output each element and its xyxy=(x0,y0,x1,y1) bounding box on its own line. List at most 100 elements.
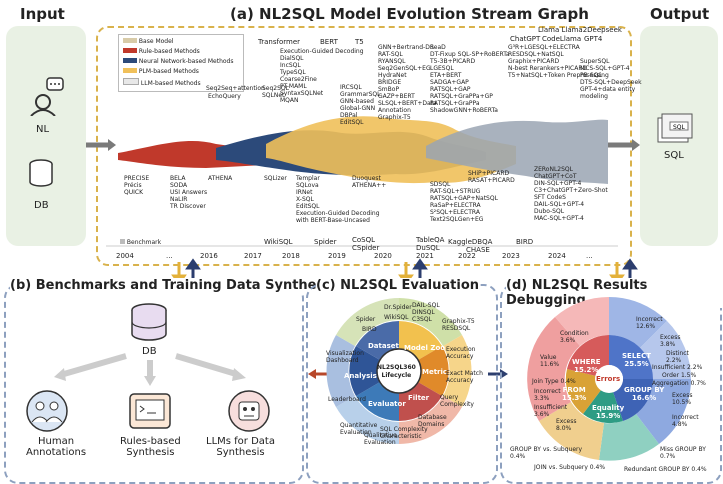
outer-incorrect-from: Incorrect 3.3% xyxy=(534,388,561,402)
human-annotation-icon xyxy=(26,390,68,436)
errors-center-label: Errors xyxy=(596,375,621,383)
outer-miss-groupby: Miss GROUP BY 0.7% xyxy=(660,446,706,460)
year-label: 2023 xyxy=(502,252,520,260)
year-label: 2004 xyxy=(116,252,134,260)
outer-incorrect-groupby: Incorrect 4.8% xyxy=(672,414,699,428)
methods-2016b: ATHENA xyxy=(208,175,233,182)
base-model-t5: T5 xyxy=(355,38,364,46)
outer-order: Order 1.5% xyxy=(662,372,697,379)
segment-select: SELECT 25.5% xyxy=(622,352,651,368)
outer-excess-from: Excess 8.0% xyxy=(556,418,577,432)
outer-spider: Spider xyxy=(356,316,376,323)
year-label: 2019 xyxy=(328,252,346,260)
methods-2024: SuperSQL MCS-SQL+GPT-4 PB-SQL DTS-SQL+De… xyxy=(580,58,642,100)
debugging-title: (d) NL2SQL Results Debugging xyxy=(506,278,723,308)
outer-condition: Condition 3.6% xyxy=(560,330,589,344)
benchmark-cosql: CoSQL CSpider xyxy=(352,236,380,252)
segment-value: 15.9% xyxy=(595,412,621,420)
benchmark-chase: CHASE xyxy=(466,246,490,254)
methods-2004: PRECISE Précis QUICK xyxy=(124,175,150,196)
year-axis: 2004 ... 2016 2017 2018 2019 2020 2021 2… xyxy=(116,252,616,262)
human-annotations-label: Human Annotations xyxy=(26,436,87,458)
segment-label: WHERE xyxy=(572,358,601,366)
legend-swatch xyxy=(123,58,137,63)
sql-icon-text: SQL xyxy=(673,124,686,131)
year-label: ... xyxy=(166,252,173,260)
outer-em-acc: Exact Match Accuracy xyxy=(446,370,483,384)
lifecycle-wheel xyxy=(326,298,472,444)
legend-neural: Neural Network-based Methods xyxy=(123,58,234,65)
outer-join-type: Join Type 0.4% xyxy=(532,378,576,385)
outer-excess-groupby: Excess 10.5% xyxy=(672,392,693,406)
llm-synthesis-label: LLMs for Data Synthesis xyxy=(206,436,275,458)
methods-2019: IRCSQL GrammarSQL GNN-based Global-GNN D… xyxy=(340,84,381,126)
evaluation-title: (c) NL2SQL Evaluation xyxy=(316,278,480,293)
base-model-gpt4: GPT4 xyxy=(584,35,603,43)
outer-quant-eval: Quantitative Evaluation xyxy=(340,422,378,436)
outer-aggregation: Aggregation 0.7% xyxy=(652,380,706,387)
methods-2023: G³R+LGESQL+ELECTRA RESDSQL+NatSQL Graphi… xyxy=(508,44,609,79)
methods-2021b: SDSQL RAT-SQL+STRUG RATSQL+GAP+NatSQL Ra… xyxy=(430,181,498,223)
year-label: ... xyxy=(586,252,593,260)
database-icon xyxy=(26,158,56,192)
methods-2018: Execution-Guided Decoding DialSQL IncSQL… xyxy=(280,48,364,104)
rules-synthesis-label: Rules-based Synthesis xyxy=(120,436,181,458)
segment-value: 15.2% xyxy=(574,366,599,374)
outer-leaderboard: Leaderboard xyxy=(328,396,366,403)
legend-swatch xyxy=(123,68,137,73)
outer-ring xyxy=(326,298,472,444)
base-model-chatgpt: ChatGPT xyxy=(510,35,541,43)
outer-drspider: Dr.Spider xyxy=(384,304,412,311)
panel-b-db-label: DB xyxy=(142,346,157,357)
base-model-transformer: Transformer xyxy=(258,38,301,46)
lifecycle-center: NL2SQL360 Lifecycle xyxy=(377,364,416,379)
inner-metric: Metric xyxy=(422,368,448,376)
inner-filter: Filter xyxy=(408,394,430,402)
base-model-llama: Llama Llama2Deepseek xyxy=(538,26,622,34)
rules-synthesis-icon xyxy=(128,390,172,436)
input-header: Input xyxy=(20,5,65,23)
base-model-bert: BERT xyxy=(320,38,338,46)
inner-analysis: Analysis xyxy=(344,372,377,380)
input-nl-label: NL xyxy=(36,124,50,135)
outer-bird: BIRD xyxy=(362,326,377,333)
benchmark-spider: Spider xyxy=(314,238,337,246)
outer-redundant-groupby: Redundant GROUP BY 0.4% xyxy=(624,466,707,473)
outer-query-complexity: Query Complexity xyxy=(440,394,474,408)
outer-incorrect-select: Incorrect 12.6% xyxy=(636,316,663,330)
errors-sunburst xyxy=(527,296,691,461)
outer-insufficient: Insufficient 2.2% xyxy=(652,364,703,371)
methods-2010s: BELA SODA USI Answers NaLIR TR Discover xyxy=(170,175,208,210)
methods-2024b: ZERoNL2SQL ChatGPT+CoT DIN-SQL+GPT-4 C3+… xyxy=(534,166,608,222)
methods-2021: SeaD DT-Fixup SQL-SP+RoBERTa T5-3B+PICAR… xyxy=(430,44,510,114)
segment-where: WHERE 15.2% xyxy=(572,358,601,374)
methods-2017b: Seq2SQL SQLNet xyxy=(262,85,289,99)
stream-graph-title: (a) NL2SQL Model Evolution Stream Graph xyxy=(230,5,589,23)
legend-llm: LLM-based Methods xyxy=(123,78,201,87)
plm-stream xyxy=(266,116,516,184)
base-model-codellama: CodeLlama xyxy=(542,35,582,43)
outer-excess-select: Excess 3.8% xyxy=(660,334,681,348)
outer-value: Value 11.6% xyxy=(540,354,560,368)
benchmark-kaggledbqa: KaggleDBQA xyxy=(448,238,493,246)
benchmark-tableqa: TableQA DuSQL xyxy=(416,236,445,252)
benchmark-wikisql: WikiSQL xyxy=(264,238,293,246)
segment-value: 16.6% xyxy=(632,394,657,402)
methods-2018b: Templar SQLova IRNet X-SQL EditSQL Execu… xyxy=(296,175,380,224)
benchmarks-title: (b) Benchmarks and Training Data Synthes… xyxy=(10,278,337,293)
year-label: 2020 xyxy=(374,252,392,260)
inner-model-zoo: Model Zoo xyxy=(404,344,446,352)
methods-2019b: Duoquest ATHENA++ xyxy=(352,175,387,189)
outer-insufficient-from: Insufficient 3.6% xyxy=(534,404,568,418)
benchmark-bird: BIRD xyxy=(516,238,534,246)
outer-graphix: Graphix-T5 RESDSQL xyxy=(442,318,475,332)
year-label: 2018 xyxy=(282,252,300,260)
outer-distinct: Distinct 2.2% xyxy=(666,350,689,364)
sql-document-icon: SQL xyxy=(656,112,696,150)
year-label: 2024 xyxy=(548,252,566,260)
methods-2017c: SQLizer xyxy=(264,175,287,182)
stream-graph xyxy=(106,116,618,247)
outer-dail: DAIL-SQL DINSQL C3SQL xyxy=(412,302,440,323)
methods-2017a: Seq2Seq+attention xyxy=(206,85,265,92)
db-cylinder-icon xyxy=(128,302,170,346)
